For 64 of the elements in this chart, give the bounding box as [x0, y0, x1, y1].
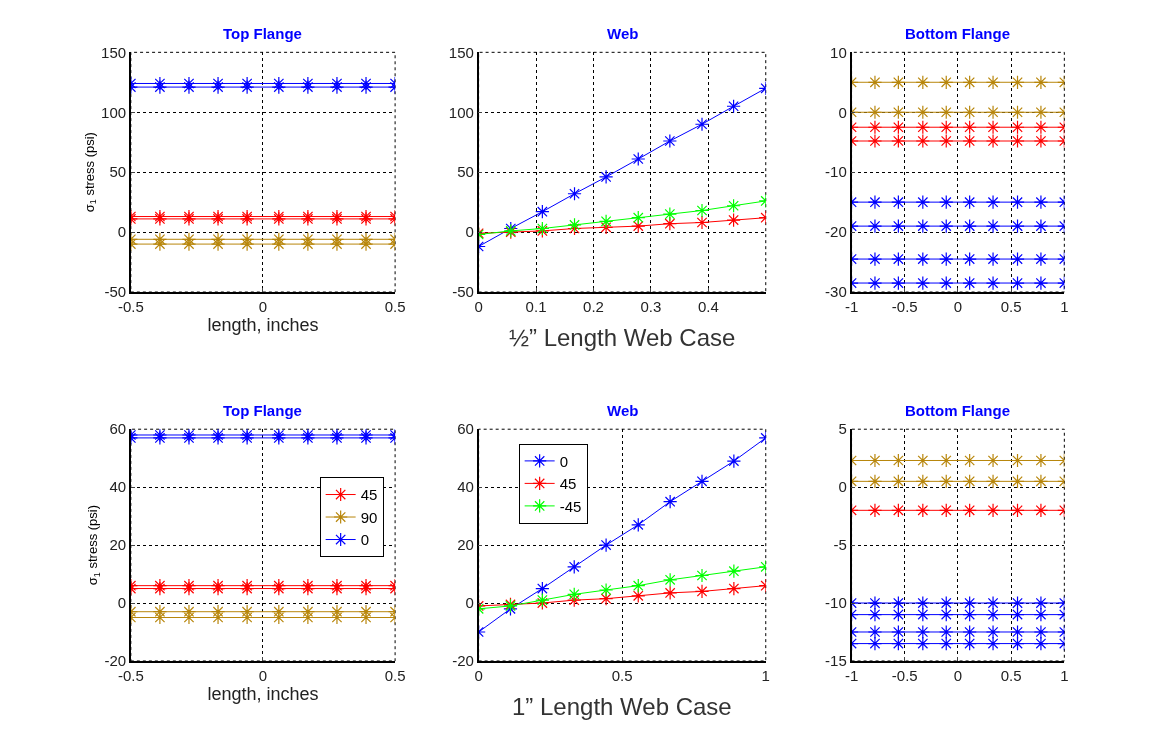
x-axis-title: length, inches: [207, 314, 319, 335]
x-axis-title: length, inches: [207, 683, 319, 704]
y-tick-label: 60: [109, 420, 127, 438]
y-tick-label: -10: [825, 594, 847, 612]
x-tick-label: -1: [844, 666, 859, 684]
y-tick-label: 60: [457, 420, 474, 438]
x-tick-label: 0: [258, 666, 268, 684]
chart-title: Bottom Flange: [905, 402, 1010, 419]
x-tick-label: 0: [953, 297, 963, 315]
legend-label: 90: [360, 508, 378, 526]
x-tick-label: 0.3: [640, 297, 662, 315]
x-tick-label: -0.5: [891, 666, 918, 684]
y-tick-label: 0: [465, 223, 474, 241]
legend-label: -45: [559, 497, 582, 515]
y-tick-label: 40: [457, 478, 474, 496]
x-tick-label: 1: [1060, 297, 1069, 315]
y-tick-label: -50: [452, 283, 474, 301]
y-tick-label: 20: [109, 536, 127, 554]
legend-label: 0: [559, 452, 568, 470]
x-tick-label: 0.5: [1000, 666, 1022, 684]
text: 1” Length Web Case: [512, 693, 732, 720]
x-tick-label: 0.5: [611, 666, 633, 684]
y-tick-label: 20: [457, 536, 474, 554]
y-tick-label: 40: [109, 478, 127, 496]
chart-title: Top Flange: [223, 25, 302, 42]
chart-title: Top Flange: [223, 402, 302, 419]
y-tick-label: 150: [448, 43, 474, 61]
y-tick-label: 0: [838, 103, 847, 121]
x-tick-label: 0.5: [384, 297, 406, 315]
legend-label: 0: [360, 531, 369, 549]
y-tick-label: -15: [825, 652, 847, 670]
y-tick-label: -5: [833, 536, 847, 554]
y-tick-label: 5: [838, 420, 847, 438]
chart-title: Web: [607, 402, 639, 419]
y-tick-label: -30: [825, 283, 847, 301]
y-tick-label: 0: [117, 594, 127, 612]
y-tick-label: 0: [838, 478, 847, 496]
x-tick-label: 0.2: [583, 297, 604, 315]
y-tick-label: -20: [825, 223, 847, 241]
x-tick-label: 0.5: [384, 666, 406, 684]
x-tick-label: -0.5: [891, 297, 918, 315]
x-tick-label: 0: [953, 666, 963, 684]
text: ½” Length Web Case: [509, 324, 736, 351]
x-tick-label: 0.5: [1000, 297, 1022, 315]
y-tick-label: 10: [830, 43, 847, 61]
x-tick-label: 0: [258, 297, 268, 315]
y-tick-label: 100: [448, 103, 474, 121]
y-tick-label: -20: [452, 652, 474, 670]
x-tick-label: 1: [1060, 666, 1069, 684]
y-tick-label: 150: [101, 43, 127, 61]
y-tick-label: -10: [825, 163, 847, 181]
y-tick-label: 0: [465, 594, 474, 612]
y-tick-label: 0: [117, 223, 127, 241]
legend-label: 45: [360, 486, 378, 504]
x-tick-label: -1: [844, 297, 859, 315]
x-tick-label: 1: [761, 666, 770, 684]
legend-label: 45: [559, 475, 577, 493]
y-tick-label: 100: [101, 103, 127, 121]
chart-title: Web: [607, 25, 639, 42]
x-tick-label: 0.1: [525, 297, 547, 315]
x-tick-label: 0.4: [697, 297, 719, 315]
y-tick-label: 50: [109, 163, 127, 181]
y-tick-label: 50: [457, 163, 474, 181]
chart-title: Bottom Flange: [905, 25, 1010, 42]
